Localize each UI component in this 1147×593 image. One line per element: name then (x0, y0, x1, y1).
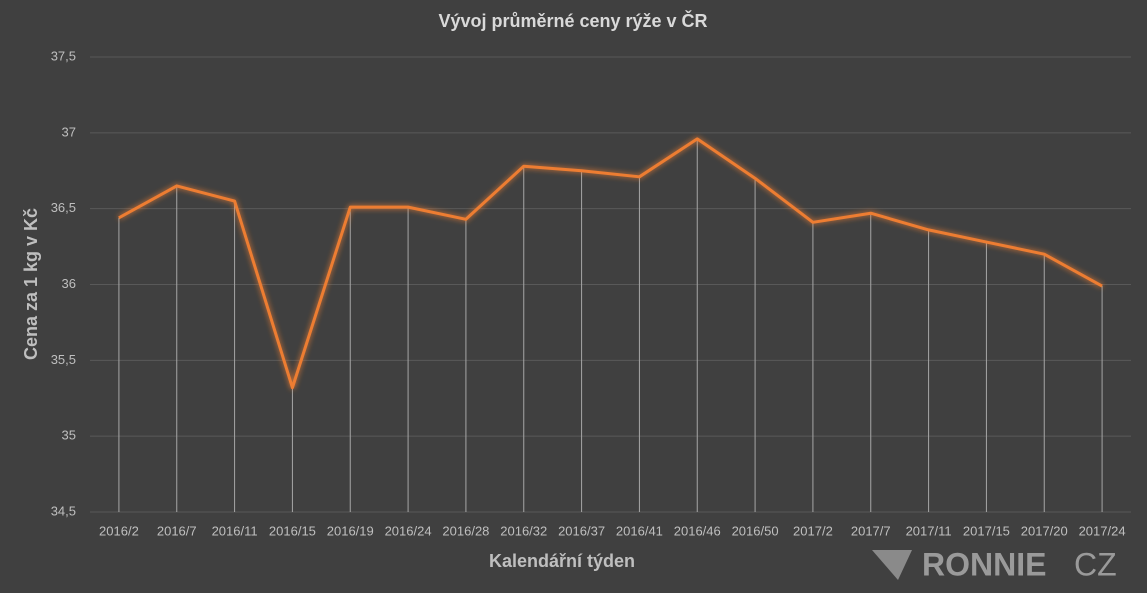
x-tick-label: 2016/37 (558, 523, 605, 538)
watermark-logo (872, 550, 912, 580)
x-tick-label: 2016/24 (385, 523, 432, 538)
chart-title: Vývoj průměrné ceny rýže v ČR (438, 10, 707, 31)
y-tick-label: 34,5 (51, 503, 76, 518)
x-tick-label: 2016/7 (157, 523, 197, 538)
y-tick-label: 35 (62, 428, 76, 443)
x-tick-label: 2016/41 (616, 523, 663, 538)
y-tick-label: 37 (62, 124, 76, 139)
x-tick-label: 2016/19 (327, 523, 374, 538)
y-tick-label: 37,5 (51, 48, 76, 63)
x-tick-label: 2017/24 (1079, 523, 1126, 538)
x-tick-label: 2016/50 (732, 523, 779, 538)
y-tick-label: 36,5 (51, 200, 76, 215)
x-tick-label: 2017/15 (963, 523, 1010, 538)
x-tick-label: 2016/28 (442, 523, 489, 538)
x-tick-label: 2016/2 (99, 523, 139, 538)
watermark: RONNIE (922, 546, 1046, 582)
x-tick-label: 2016/32 (500, 523, 547, 538)
y-axis-label: Cena za 1 kg v Kč (21, 208, 41, 360)
x-tick-label: 2016/11 (212, 523, 258, 538)
watermark: CZ (1074, 546, 1117, 582)
x-tick-label: 2016/46 (674, 523, 721, 538)
x-tick-label: 2016/15 (269, 523, 316, 538)
y-tick-label: 36 (62, 276, 76, 291)
x-tick-label: 2017/2 (793, 523, 833, 538)
x-axis-label: Kalendářní týden (489, 551, 635, 571)
y-tick-label: 35,5 (51, 352, 76, 367)
x-tick-label: 2017/7 (851, 523, 891, 538)
line (118, 137, 1103, 390)
x-tick-label: 2017/11 (906, 523, 952, 538)
x-tick-label: 2017/20 (1021, 523, 1068, 538)
